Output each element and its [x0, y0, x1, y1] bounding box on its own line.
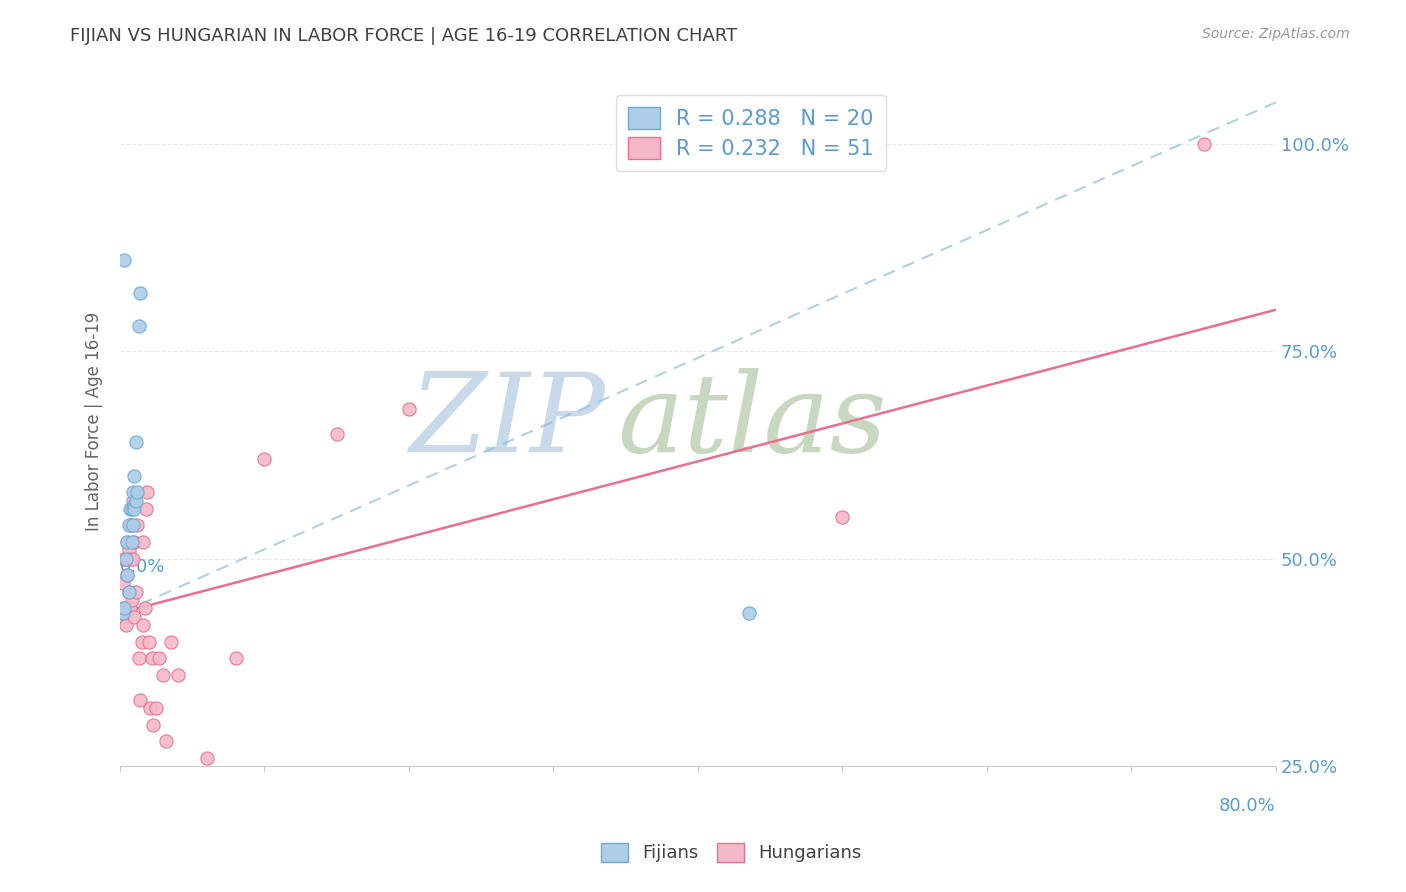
Point: [124, 498, 146, 512]
Point: [122, 551, 145, 566]
Point: [138, 634, 160, 648]
Point: [159, 634, 181, 648]
Point: [121, 501, 143, 516]
Point: [155, 734, 177, 748]
Point: [737, 606, 759, 620]
Point: [121, 593, 143, 607]
Point: [110, 606, 132, 620]
Point: [121, 535, 143, 549]
Point: [125, 435, 148, 450]
Point: [120, 601, 142, 615]
Point: [114, 551, 136, 566]
Point: [121, 518, 143, 533]
Point: [114, 551, 136, 566]
Point: [117, 584, 139, 599]
Point: [122, 485, 145, 500]
Point: [115, 601, 138, 615]
Point: [128, 651, 150, 665]
Point: [132, 535, 155, 549]
Text: FIJIAN VS HUNGARIAN IN LABOR FORCE | AGE 16-19 CORRELATION CHART: FIJIAN VS HUNGARIAN IN LABOR FORCE | AGE…: [70, 27, 738, 45]
Point: [115, 535, 138, 549]
Point: [135, 501, 157, 516]
Point: [148, 651, 170, 665]
Text: Source: ZipAtlas.com: Source: ZipAtlas.com: [1202, 27, 1350, 41]
Y-axis label: In Labor Force | Age 16-19: In Labor Force | Age 16-19: [86, 312, 103, 532]
Point: [112, 252, 135, 267]
Point: [128, 319, 150, 334]
Point: [131, 634, 153, 648]
Point: [122, 493, 145, 508]
Point: [225, 651, 247, 665]
Text: 0.0%: 0.0%: [120, 558, 166, 576]
Point: [129, 692, 152, 706]
Point: [195, 750, 218, 764]
Point: [127, 485, 149, 500]
Point: [117, 584, 139, 599]
Point: [181, 775, 204, 789]
Point: [142, 717, 165, 731]
Point: [112, 601, 135, 615]
Point: [115, 568, 138, 582]
Point: [120, 501, 142, 516]
Point: [115, 568, 138, 582]
Point: [127, 518, 149, 533]
Text: atlas: atlas: [617, 368, 887, 475]
Point: [152, 667, 174, 681]
Point: [831, 510, 853, 524]
Point: [111, 601, 134, 615]
Point: [125, 493, 148, 508]
Point: [120, 518, 142, 533]
Point: [124, 535, 146, 549]
Point: [120, 551, 142, 566]
Point: [111, 606, 134, 620]
Point: [125, 584, 148, 599]
Point: [141, 651, 163, 665]
Point: [122, 518, 145, 533]
Point: [112, 609, 135, 624]
Point: [239, 883, 262, 892]
Legend: Fijians, Hungarians: Fijians, Hungarians: [593, 836, 869, 870]
Point: [112, 551, 135, 566]
Point: [111, 576, 134, 591]
Text: 80.0%: 80.0%: [1219, 797, 1277, 814]
Point: [325, 427, 347, 442]
Point: [114, 618, 136, 632]
Point: [117, 543, 139, 558]
Point: [253, 452, 276, 467]
Point: [124, 609, 146, 624]
Point: [1192, 136, 1215, 151]
Text: ZIP: ZIP: [409, 368, 606, 475]
Point: [132, 618, 155, 632]
Point: [398, 402, 420, 417]
Point: [129, 286, 152, 301]
Point: [134, 601, 156, 615]
Point: [139, 701, 162, 715]
Point: [115, 535, 138, 549]
Point: [166, 667, 188, 681]
Point: [145, 701, 167, 715]
Point: [117, 518, 139, 533]
Point: [136, 485, 159, 500]
Point: [209, 784, 232, 798]
Point: [124, 468, 146, 483]
Legend: R = 0.288   N = 20, R = 0.232   N = 51: R = 0.288 N = 20, R = 0.232 N = 51: [616, 95, 886, 171]
Point: [124, 501, 146, 516]
